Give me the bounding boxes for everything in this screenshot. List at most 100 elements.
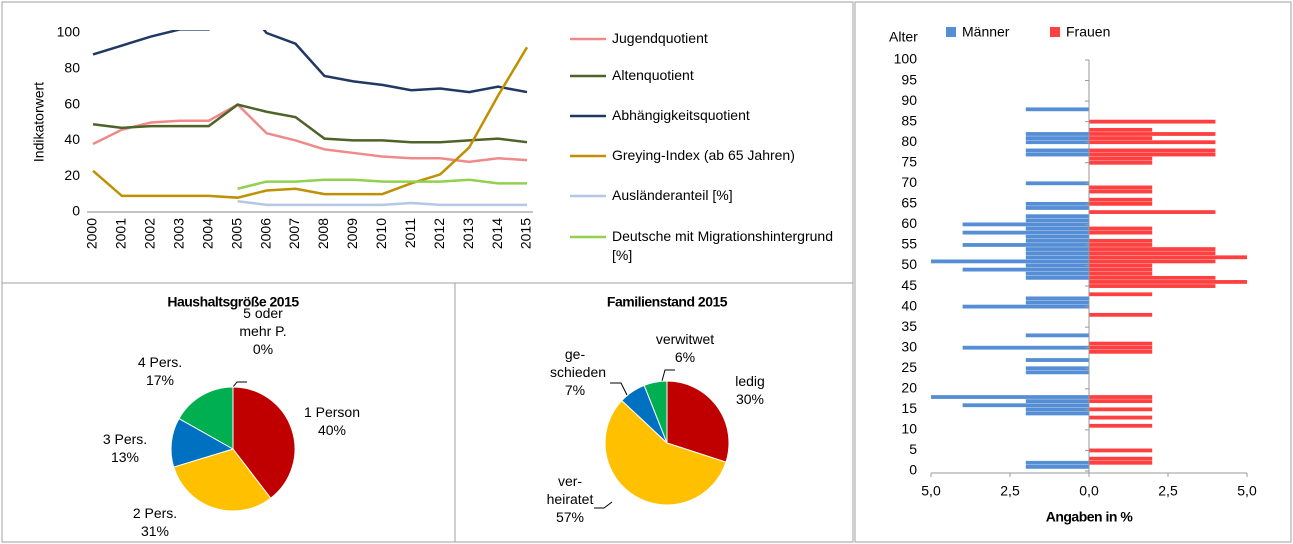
y-tick-label: 55 <box>901 236 917 252</box>
y-tick-label: 5 <box>909 441 917 457</box>
legend-swatch <box>1050 27 1060 37</box>
y-tick-label: 40 <box>901 297 917 313</box>
x-tick-label: 2009 <box>344 218 360 249</box>
legend-label: Greying-Index (ab 65 Jahren) <box>612 147 795 163</box>
bar <box>1025 218 1089 223</box>
bar <box>1089 230 1153 235</box>
bar <box>1025 181 1089 186</box>
bar <box>1089 197 1153 202</box>
bar <box>1025 234 1089 239</box>
y-tick-label: 15 <box>901 400 917 416</box>
pie-slice <box>232 386 296 499</box>
slice-category: 3 Pers. <box>102 431 148 447</box>
x-tick-label: 5,0 <box>921 483 941 499</box>
bar <box>1089 127 1153 132</box>
bar <box>1089 345 1153 350</box>
bar <box>1089 349 1153 354</box>
x-tick-label: 2001 <box>113 218 129 249</box>
x-tick-label: 2010 <box>373 218 389 249</box>
x-tick-label: 2014 <box>489 218 505 249</box>
slice-category: ver-heiratet <box>546 473 594 507</box>
bar <box>1089 132 1216 136</box>
line-series <box>237 178 527 190</box>
bar <box>1089 148 1216 153</box>
bar <box>1089 201 1153 206</box>
bar <box>962 222 1089 227</box>
bar <box>1025 247 1089 251</box>
bar <box>1089 238 1153 243</box>
chart-title: Familienstand 2015 <box>607 294 728 310</box>
panel <box>854 1 1292 543</box>
line-series <box>92 46 529 199</box>
slice-label: ver-heiratet 57% <box>545 472 595 526</box>
y-axis-label: Indikatorwert <box>31 82 47 162</box>
pie-slice <box>643 380 668 444</box>
y-tick-label: 35 <box>901 318 917 334</box>
bar <box>1025 226 1089 231</box>
slice-value: 30% <box>735 391 765 407</box>
pie-slice <box>178 386 234 450</box>
y-tick-label: 25 <box>901 359 917 375</box>
bar <box>1025 370 1089 375</box>
bar <box>962 267 1089 272</box>
bar <box>1025 132 1089 136</box>
bar <box>1089 156 1153 161</box>
line-series <box>92 30 528 94</box>
bar <box>1025 263 1089 268</box>
pie-slice <box>173 448 272 512</box>
bar <box>1025 107 1089 112</box>
bar <box>1025 275 1089 280</box>
bar <box>1025 407 1089 412</box>
y-tick-label: 40 <box>64 131 80 147</box>
bar <box>1089 226 1153 231</box>
slice-category: 1 Person <box>303 404 361 420</box>
y-tick-label: 45 <box>901 277 917 293</box>
line-series <box>92 103 528 144</box>
slice-category: 5 oder mehr P. <box>239 305 287 339</box>
y-tick-label: 100 <box>57 24 81 40</box>
bar <box>1089 210 1216 214</box>
x-tick-label: 2011 <box>402 218 418 248</box>
slice-value: 31% <box>140 523 170 539</box>
bar <box>1025 152 1089 157</box>
y-tick-label: 80 <box>901 133 917 149</box>
x-tick-label: 2,5 <box>1158 483 1178 499</box>
bar <box>1025 411 1089 416</box>
x-tick-label: 2015 <box>518 218 534 249</box>
bar <box>1089 247 1216 251</box>
bar <box>1089 275 1216 280</box>
legend-label: Männer <box>962 24 1010 40</box>
bar <box>1089 280 1247 284</box>
panel <box>454 282 854 543</box>
slice-value: 40% <box>317 422 347 438</box>
y-tick-label: 0 <box>72 203 80 219</box>
x-tick-label: 2013 <box>460 218 476 249</box>
bar <box>1089 341 1153 346</box>
bar <box>1025 214 1089 219</box>
slice-label: ge-schieden 7% <box>550 345 607 399</box>
bar <box>1089 136 1153 140</box>
slice-value: 13% <box>110 449 140 465</box>
slice-label: 5 oder mehr P. 0% <box>233 304 293 358</box>
bar <box>1089 407 1153 412</box>
bar <box>1025 296 1089 301</box>
y-tick-label: 70 <box>901 174 917 190</box>
bar <box>1089 243 1153 247</box>
bar <box>1089 312 1153 317</box>
slice-category: verwitwet <box>655 331 715 347</box>
x-tick-label: 2003 <box>171 218 187 249</box>
bar <box>1025 271 1089 276</box>
y-tick-label: 30 <box>901 338 917 354</box>
slice-label: ledig 30% <box>715 372 785 408</box>
x-tick-label: 2,5 <box>1000 483 1020 499</box>
slice-category: 4 Pers. <box>137 354 183 370</box>
leader-line <box>610 382 628 396</box>
x-tick-label: 2012 <box>431 218 447 249</box>
x-tick-label: 2008 <box>315 218 331 249</box>
bar <box>1089 267 1153 272</box>
bar <box>1025 366 1089 371</box>
x-tick-label: 2004 <box>199 218 215 249</box>
slice-category: ge-schieden <box>550 346 607 380</box>
